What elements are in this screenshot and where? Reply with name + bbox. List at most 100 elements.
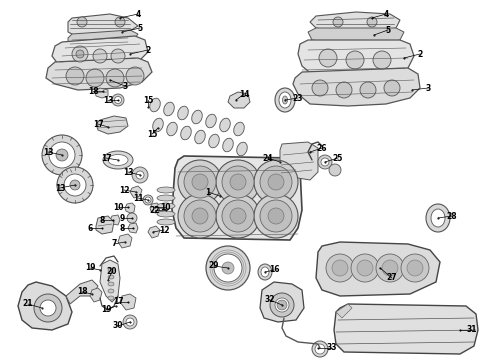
Text: 12: 12: [159, 225, 169, 234]
Polygon shape: [66, 280, 98, 304]
Polygon shape: [280, 142, 318, 180]
Ellipse shape: [275, 88, 295, 112]
Text: 9: 9: [120, 213, 124, 222]
Circle shape: [270, 293, 294, 317]
Polygon shape: [308, 28, 404, 44]
Circle shape: [184, 200, 216, 232]
Circle shape: [319, 49, 337, 67]
Text: 14: 14: [239, 90, 249, 99]
Circle shape: [230, 208, 246, 224]
Text: 25: 25: [333, 153, 343, 162]
Circle shape: [115, 17, 125, 27]
Ellipse shape: [431, 209, 445, 227]
Polygon shape: [90, 288, 102, 302]
Circle shape: [346, 51, 364, 69]
Polygon shape: [110, 215, 120, 225]
Text: 17: 17: [100, 153, 111, 162]
Circle shape: [332, 260, 348, 276]
Text: 4: 4: [135, 9, 141, 18]
Text: 12: 12: [119, 185, 129, 194]
Circle shape: [268, 174, 284, 190]
Text: 18: 18: [88, 86, 98, 95]
Circle shape: [216, 194, 260, 238]
Ellipse shape: [157, 187, 175, 193]
Circle shape: [214, 254, 242, 282]
Circle shape: [333, 17, 343, 27]
Circle shape: [315, 344, 325, 354]
Circle shape: [318, 155, 332, 169]
Circle shape: [351, 254, 379, 282]
Ellipse shape: [150, 98, 160, 112]
Polygon shape: [148, 226, 160, 238]
Ellipse shape: [206, 114, 216, 128]
Polygon shape: [120, 294, 136, 310]
Text: 10: 10: [160, 202, 170, 212]
Polygon shape: [228, 92, 250, 108]
Text: 15: 15: [143, 95, 153, 104]
Circle shape: [145, 197, 151, 203]
Text: 2: 2: [146, 45, 150, 54]
Circle shape: [126, 67, 144, 85]
Circle shape: [367, 17, 377, 27]
Ellipse shape: [283, 96, 288, 104]
Circle shape: [206, 246, 250, 290]
Circle shape: [382, 260, 398, 276]
Circle shape: [260, 166, 292, 198]
Text: 16: 16: [269, 266, 279, 275]
Ellipse shape: [108, 154, 128, 166]
Circle shape: [357, 260, 373, 276]
Text: 13: 13: [43, 148, 53, 157]
Text: 15: 15: [147, 130, 157, 139]
Circle shape: [184, 166, 216, 198]
Circle shape: [111, 49, 125, 63]
Ellipse shape: [167, 122, 177, 136]
Ellipse shape: [108, 296, 114, 300]
Text: 13: 13: [103, 95, 113, 104]
Polygon shape: [118, 234, 132, 248]
Polygon shape: [316, 242, 440, 296]
Ellipse shape: [279, 92, 291, 108]
Text: 28: 28: [447, 212, 457, 220]
Circle shape: [66, 67, 84, 85]
Text: 4: 4: [383, 9, 389, 18]
Ellipse shape: [157, 195, 175, 201]
Ellipse shape: [157, 219, 175, 225]
Ellipse shape: [234, 122, 245, 136]
Polygon shape: [18, 282, 72, 330]
Polygon shape: [95, 88, 108, 98]
Polygon shape: [260, 282, 304, 322]
Circle shape: [360, 82, 376, 98]
Text: 13: 13: [123, 167, 133, 176]
Polygon shape: [96, 116, 128, 134]
Circle shape: [93, 49, 107, 63]
Text: 29: 29: [209, 261, 219, 270]
Ellipse shape: [181, 126, 191, 140]
Circle shape: [312, 80, 328, 96]
Circle shape: [70, 180, 80, 190]
Polygon shape: [68, 30, 138, 46]
Circle shape: [222, 200, 254, 232]
Circle shape: [222, 262, 234, 274]
Polygon shape: [52, 36, 148, 70]
Circle shape: [115, 96, 122, 104]
Text: 17: 17: [93, 120, 103, 129]
Circle shape: [326, 254, 354, 282]
Text: 18: 18: [77, 288, 87, 297]
Circle shape: [127, 213, 137, 223]
Circle shape: [216, 160, 260, 204]
Circle shape: [376, 254, 404, 282]
Text: 19: 19: [101, 306, 111, 315]
Circle shape: [112, 94, 124, 106]
Text: 3: 3: [122, 81, 127, 90]
Ellipse shape: [261, 267, 269, 277]
Text: 27: 27: [387, 274, 397, 283]
Text: 19: 19: [85, 264, 95, 273]
Circle shape: [373, 51, 391, 69]
Polygon shape: [334, 304, 478, 354]
Text: 30: 30: [113, 321, 123, 330]
Circle shape: [86, 69, 104, 87]
Circle shape: [56, 149, 68, 161]
Polygon shape: [172, 156, 302, 240]
Circle shape: [76, 50, 84, 58]
Text: 6: 6: [87, 224, 93, 233]
